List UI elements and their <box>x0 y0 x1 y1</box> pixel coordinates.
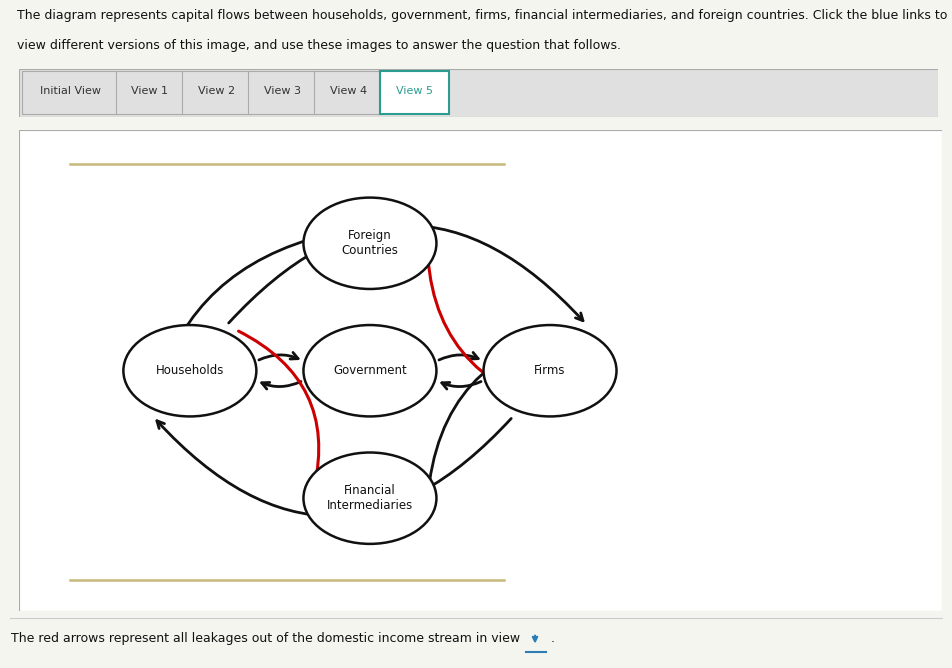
Text: View 3: View 3 <box>264 86 301 96</box>
FancyArrowPatch shape <box>239 331 319 488</box>
Ellipse shape <box>304 325 436 416</box>
Ellipse shape <box>304 198 436 289</box>
Text: view different versions of this image, and use these images to answer the questi: view different versions of this image, a… <box>17 39 621 52</box>
Text: View 2: View 2 <box>197 86 234 96</box>
Text: Foreign
Countries: Foreign Countries <box>342 229 398 257</box>
Text: Government: Government <box>333 364 407 377</box>
FancyBboxPatch shape <box>19 130 942 611</box>
FancyBboxPatch shape <box>19 69 938 117</box>
Text: .: . <box>550 632 554 645</box>
Text: View 1: View 1 <box>131 86 169 96</box>
FancyArrowPatch shape <box>157 418 511 516</box>
FancyArrowPatch shape <box>152 239 310 406</box>
Text: View 4: View 4 <box>329 86 367 96</box>
Ellipse shape <box>124 325 256 416</box>
FancyBboxPatch shape <box>182 71 250 114</box>
FancyBboxPatch shape <box>314 71 383 114</box>
FancyBboxPatch shape <box>248 71 317 114</box>
Text: The diagram represents capital flows between households, government, firms, fina: The diagram represents capital flows bet… <box>17 9 947 22</box>
FancyArrowPatch shape <box>262 381 301 389</box>
Text: View 5: View 5 <box>396 86 433 96</box>
Text: Firms: Firms <box>534 364 565 377</box>
FancyArrowPatch shape <box>439 353 478 360</box>
FancyArrowPatch shape <box>427 329 581 500</box>
Text: Initial View: Initial View <box>40 86 101 96</box>
Text: Households: Households <box>156 364 224 377</box>
Ellipse shape <box>484 325 617 416</box>
Text: The red arrows represent all leakages out of the domestic income stream in view: The red arrows represent all leakages ou… <box>11 632 521 645</box>
FancyBboxPatch shape <box>115 71 185 114</box>
FancyArrowPatch shape <box>442 381 481 389</box>
Text: Financial
Intermediaries: Financial Intermediaries <box>327 484 413 512</box>
FancyBboxPatch shape <box>22 71 118 114</box>
FancyArrowPatch shape <box>259 353 298 360</box>
Ellipse shape <box>304 452 436 544</box>
FancyArrowPatch shape <box>424 240 565 411</box>
FancyBboxPatch shape <box>380 71 449 114</box>
FancyArrowPatch shape <box>228 225 583 323</box>
